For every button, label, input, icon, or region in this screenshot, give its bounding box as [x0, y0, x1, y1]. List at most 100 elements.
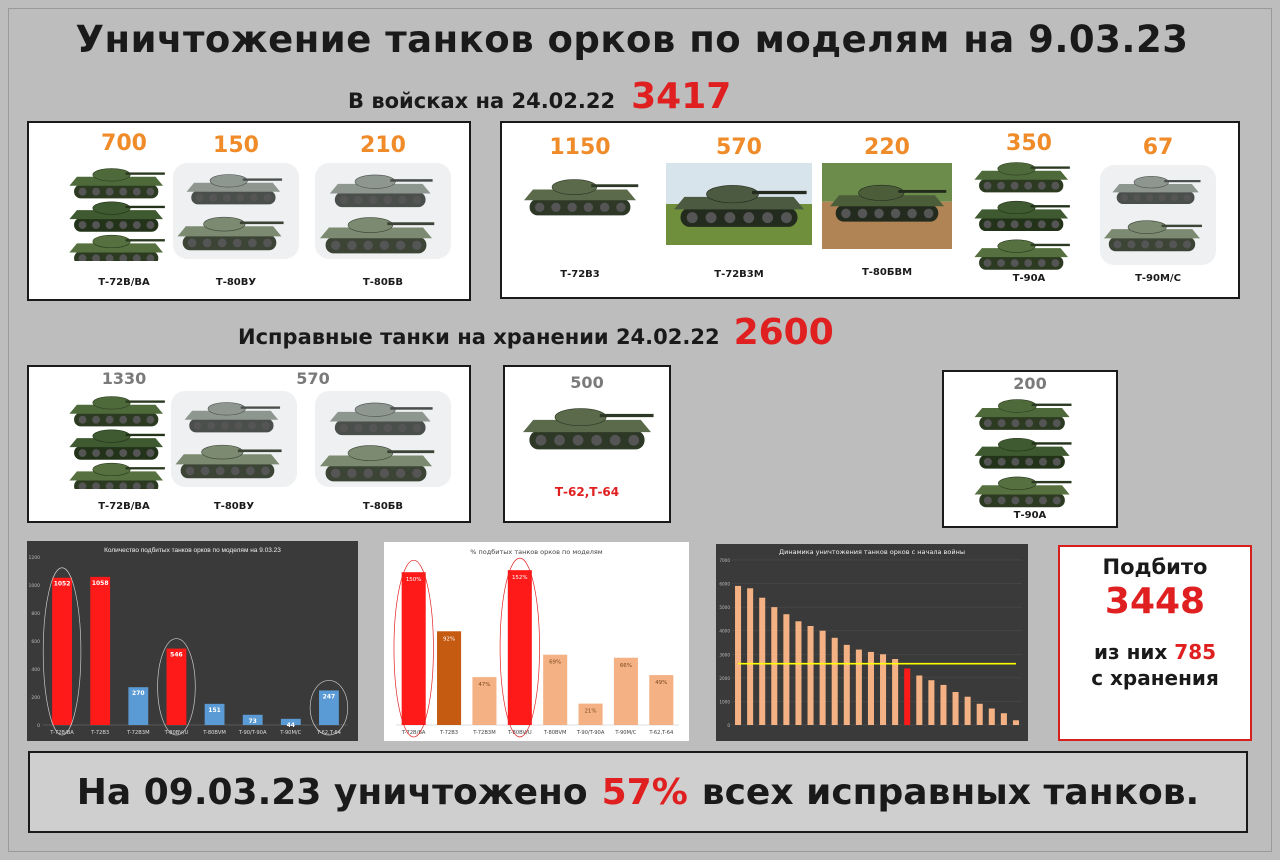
tank-wheel — [78, 482, 87, 489]
tank-tracks — [74, 251, 159, 261]
bar — [807, 626, 814, 725]
bar — [747, 588, 754, 725]
y-tick-label: 400 — [31, 667, 40, 673]
tank-wheel — [132, 187, 141, 196]
tank-wheel — [187, 238, 197, 248]
tank-wheel — [119, 449, 128, 457]
tank-wheel — [583, 202, 594, 213]
tank-wheel — [78, 254, 87, 261]
in-service-label: В войсках на 24.02.22 — [348, 89, 616, 113]
tank-silhouette — [186, 174, 283, 205]
tank-wheel — [398, 423, 407, 433]
bar — [613, 657, 638, 725]
tank-hull — [184, 410, 279, 420]
tank-silhouette — [974, 437, 1072, 469]
tank-wheel — [1169, 240, 1178, 249]
tank-turret — [1127, 220, 1167, 234]
tank-wheel — [193, 421, 202, 430]
bar — [204, 703, 225, 725]
tank-wheel — [412, 423, 422, 433]
tank-turret — [1133, 176, 1169, 189]
storage-value: 2600 — [733, 312, 834, 353]
tank-wheel — [379, 240, 390, 251]
tank-wheel — [1113, 240, 1122, 249]
tank-card-t90a: 350 Т-90А — [964, 127, 1094, 295]
tank-wheel — [1051, 181, 1060, 190]
summary-box: Подбито 3448 из них 785 с хранения — [1058, 545, 1252, 741]
tank-name: Т-72В3М — [714, 269, 764, 280]
tank-wheel — [997, 259, 1006, 267]
tank-turret — [551, 179, 598, 195]
tank-hull — [177, 226, 282, 237]
tank-wheel — [105, 187, 114, 196]
tank-gun — [125, 239, 165, 242]
data-label: 1052 — [54, 581, 71, 588]
tank-wheel — [983, 457, 992, 466]
tank-wheel — [383, 195, 392, 205]
tank-wheel — [890, 208, 901, 219]
tank-wheel — [395, 468, 406, 479]
tank-hull — [329, 183, 431, 194]
tank-wheel — [330, 240, 341, 251]
tank-gun — [1031, 442, 1072, 445]
tank-hull — [69, 438, 163, 448]
storage-card-t80bv: 570 Т-80БВ — [296, 367, 453, 521]
y-tick-label: 200 — [31, 695, 40, 701]
tank-wheel — [146, 254, 155, 261]
tank-silhouette — [674, 185, 807, 227]
tank-gun — [242, 178, 283, 181]
tank-wheel — [383, 423, 392, 433]
tank-count: 210 — [360, 133, 406, 158]
tank-gun — [240, 406, 281, 409]
tank-wheel — [599, 202, 610, 213]
tank-silhouette — [1112, 176, 1201, 204]
tank-name: Т-72В3 — [560, 269, 600, 280]
bar — [880, 654, 887, 725]
tank-turret — [997, 239, 1036, 253]
tank-wheel — [339, 423, 349, 433]
tank-wheel — [379, 468, 390, 479]
tank-gun — [390, 407, 433, 410]
bar — [916, 675, 923, 725]
tank-tracks — [979, 217, 1064, 232]
tank-silhouette — [69, 396, 165, 427]
bar — [578, 703, 603, 725]
data-label: 270 — [132, 690, 145, 697]
highlight-ellipse — [42, 567, 82, 736]
tank-name: Т-80ВУ — [215, 277, 257, 288]
tank-wheel — [347, 240, 357, 251]
storage-group-2-box: 500 Т-62,Т-64 — [503, 365, 671, 523]
tank-wheel — [119, 187, 128, 196]
tank-tracks — [979, 255, 1064, 270]
tank-name: Т-80БВМ — [861, 267, 913, 278]
tank-gun — [239, 221, 284, 225]
tank-turret — [354, 402, 396, 417]
tank-gun — [599, 413, 654, 418]
tank-hull — [329, 411, 431, 422]
tank-gun — [591, 184, 639, 188]
tank-wheel — [1133, 194, 1141, 202]
bar — [507, 570, 532, 725]
tank-wheel — [724, 212, 736, 224]
tank-tracks — [325, 464, 427, 482]
tank-wheel — [1038, 457, 1047, 466]
storage-card-t90a: 200 Т-90А — [944, 372, 1116, 526]
data-label: 92% — [443, 636, 455, 642]
service-group-2-box: 1150 Т-72В3 570 Т-72В3М 220 Т-80БВМ 350 … — [500, 121, 1240, 299]
tank-wheel — [1011, 419, 1020, 428]
tank-wheel — [246, 466, 255, 476]
tank-wheel — [105, 449, 114, 457]
tank-wheel — [146, 449, 155, 457]
tank-count: 1150 — [549, 135, 611, 160]
tank-wheel — [762, 212, 774, 224]
tank-gun — [1030, 243, 1070, 247]
tank-wheel — [105, 221, 114, 229]
tank-wheel — [591, 434, 602, 446]
tank-image — [974, 162, 1070, 270]
tank-name: Т-72В/ВА — [98, 501, 150, 512]
tank-turret — [92, 396, 131, 410]
bar — [976, 703, 983, 725]
summary-label: Подбито — [1102, 555, 1208, 579]
tank-image — [315, 163, 451, 259]
x-tick-label: T-90M/C — [614, 730, 636, 736]
